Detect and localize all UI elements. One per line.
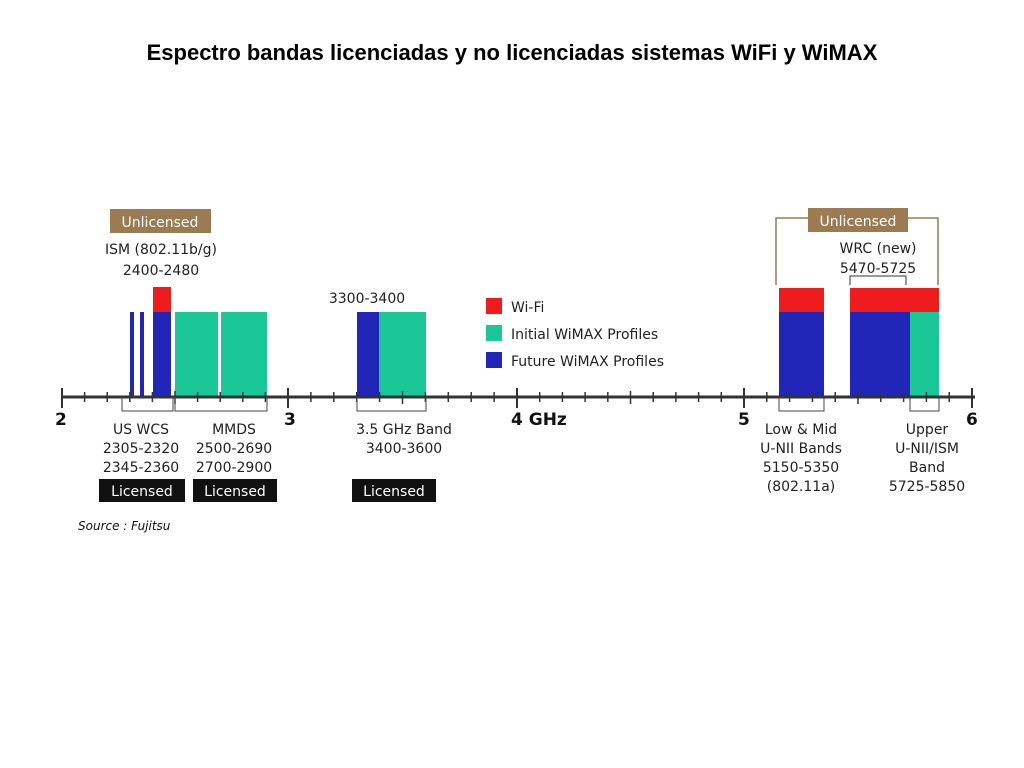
bar-wrc-wifi	[850, 288, 939, 312]
unii-low-line3: 5150-5350	[763, 460, 839, 476]
wrc-label-line1: WRC (new)	[840, 241, 917, 257]
uswcs-line1: US WCS	[113, 422, 169, 438]
bar-unii-low-wifi	[779, 288, 824, 312]
band35-line1: 3.5 GHz Band	[356, 422, 452, 438]
licensed-box-mmds	[193, 479, 277, 502]
band35-line2: 3400-3600	[366, 441, 442, 457]
bracket-uswcs	[121, 397, 174, 412]
licensed-label-uswcs: Licensed	[111, 484, 173, 500]
unlicensed-left-group: Unlicensed ISM (802.11b/g) 2400-2480	[105, 209, 217, 279]
unlicensed-left-box	[110, 209, 211, 233]
unii-low-label: Low & Mid U-NII Bands 5150-5350 (802.11a…	[760, 422, 842, 495]
page-title: Espectro bandas licenciadas y no licenci…	[146, 40, 878, 65]
bracket-35ghz	[356, 397, 427, 412]
unii-low-line2: U-NII Bands	[760, 441, 842, 457]
legend-label-future: Future WiMAX Profiles	[511, 354, 664, 370]
band35-label: 3.5 GHz Band 3400-3600	[356, 422, 452, 457]
wrc-label-line2: 5470-5725	[840, 261, 916, 277]
bracket-mmds	[174, 397, 268, 412]
unii-low-line4: (802.11a)	[767, 479, 836, 495]
legend: Wi-Fi Initial WiMAX Profiles Future WiMA…	[486, 298, 664, 370]
unii-up-line4: 5725-5850	[889, 479, 965, 495]
unlicensed-right-group: Unlicensed WRC (new) 5470-5725	[775, 208, 939, 285]
mmds-line3: 2700-2900	[196, 460, 272, 476]
source-credit: Source : Fujitsu	[78, 519, 171, 533]
bar-ism-wifi	[153, 287, 171, 312]
ism-label-line2: 2400-2480	[123, 263, 199, 279]
unlicensed-right-label: Unlicensed	[820, 214, 897, 230]
unii-low-line1: Low & Mid	[765, 422, 837, 438]
mmds-line2: 2500-2690	[196, 441, 272, 457]
uswcs-line3: 2345-2360	[103, 460, 179, 476]
bar-3400-initial	[379, 312, 426, 397]
licensed-boxes: Licensed Licensed Licensed	[99, 479, 436, 502]
unii-up-label: Upper U-NII/ISM Band 5725-5850	[889, 422, 965, 495]
bracket-unii-low	[778, 397, 825, 412]
tick-label-5: 5	[738, 410, 750, 430]
unlicensed-right-box	[808, 208, 908, 232]
bar-mmds-1	[175, 312, 218, 397]
legend-label-wifi: Wi-Fi	[511, 300, 544, 316]
legend-swatch-wifi	[486, 298, 502, 314]
licensed-box-uswcs	[99, 479, 185, 502]
bar-wrc-future	[850, 312, 910, 397]
mmds-line1: MMDS	[212, 422, 256, 438]
band-3300-label: 3300-3400	[329, 291, 405, 307]
licensed-box-35ghz	[352, 479, 436, 502]
tick-label-3: 3	[284, 410, 296, 430]
legend-label-initial: Initial WiMAX Profiles	[511, 327, 658, 343]
bracket-unii-up	[909, 397, 940, 412]
tick-label-4ghz: 4 GHz	[511, 410, 567, 430]
bar-unii-low-future	[779, 312, 824, 397]
unii-up-line1: Upper	[906, 422, 949, 438]
spectrum-bars	[130, 287, 939, 397]
frequency-axis: 2 3 4 GHz 5 6	[55, 388, 978, 430]
legend-swatch-initial	[486, 325, 502, 341]
unii-up-line3: Band	[909, 460, 945, 476]
bar-uswcs-1	[130, 312, 134, 397]
tick-label-2: 2	[55, 410, 67, 430]
bar-3300-future	[357, 312, 379, 397]
bar-uswcs-2	[140, 312, 144, 397]
licensed-label-35ghz: Licensed	[363, 484, 425, 500]
tick-label-6: 6	[966, 410, 978, 430]
minor-ticks	[83, 391, 950, 404]
bottom-brackets	[121, 397, 940, 412]
unii-up-line2: U-NII/ISM	[895, 441, 959, 457]
mmds-label: MMDS 2500-2690 2700-2900	[196, 422, 272, 476]
uswcs-line2: 2305-2320	[103, 441, 179, 457]
ism-label-line1: ISM (802.11b/g)	[105, 242, 217, 258]
uswcs-label: US WCS 2305-2320 2345-2360	[103, 422, 179, 476]
legend-swatch-future	[486, 352, 502, 368]
bar-mmds-2	[221, 312, 267, 397]
bar-upper-initial	[910, 312, 939, 397]
wrc-bracket	[849, 275, 907, 285]
licensed-label-mmds: Licensed	[204, 484, 266, 500]
bar-ism-future	[153, 312, 171, 397]
unlicensed-left-label: Unlicensed	[122, 215, 199, 231]
